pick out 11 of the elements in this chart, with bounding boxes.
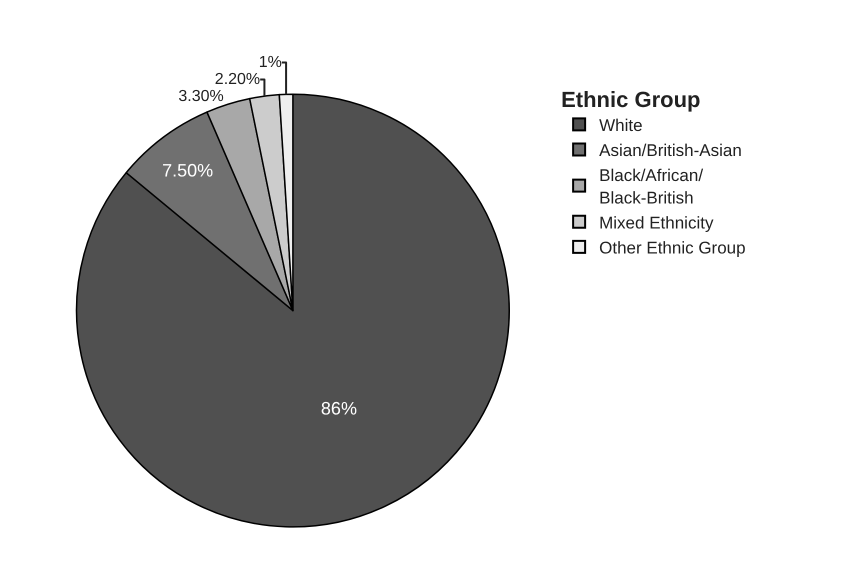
- legend-label: Other Ethnic Group: [599, 238, 746, 258]
- data-label: 1%: [258, 54, 282, 71]
- legend-label: Asian/British-Asian: [599, 141, 742, 160]
- legend-title: Ethnic Group: [561, 86, 700, 112]
- legend-label: Black/African/Black-British: [599, 166, 704, 208]
- legend-label: White: [599, 116, 643, 136]
- data-label: 7.50%: [162, 160, 214, 180]
- data-label: 86%: [320, 398, 357, 418]
- legend-label: Mixed Ethnicity: [599, 213, 714, 232]
- data-label: 2.20%: [214, 70, 260, 88]
- data-label: 3.30%: [178, 88, 224, 105]
